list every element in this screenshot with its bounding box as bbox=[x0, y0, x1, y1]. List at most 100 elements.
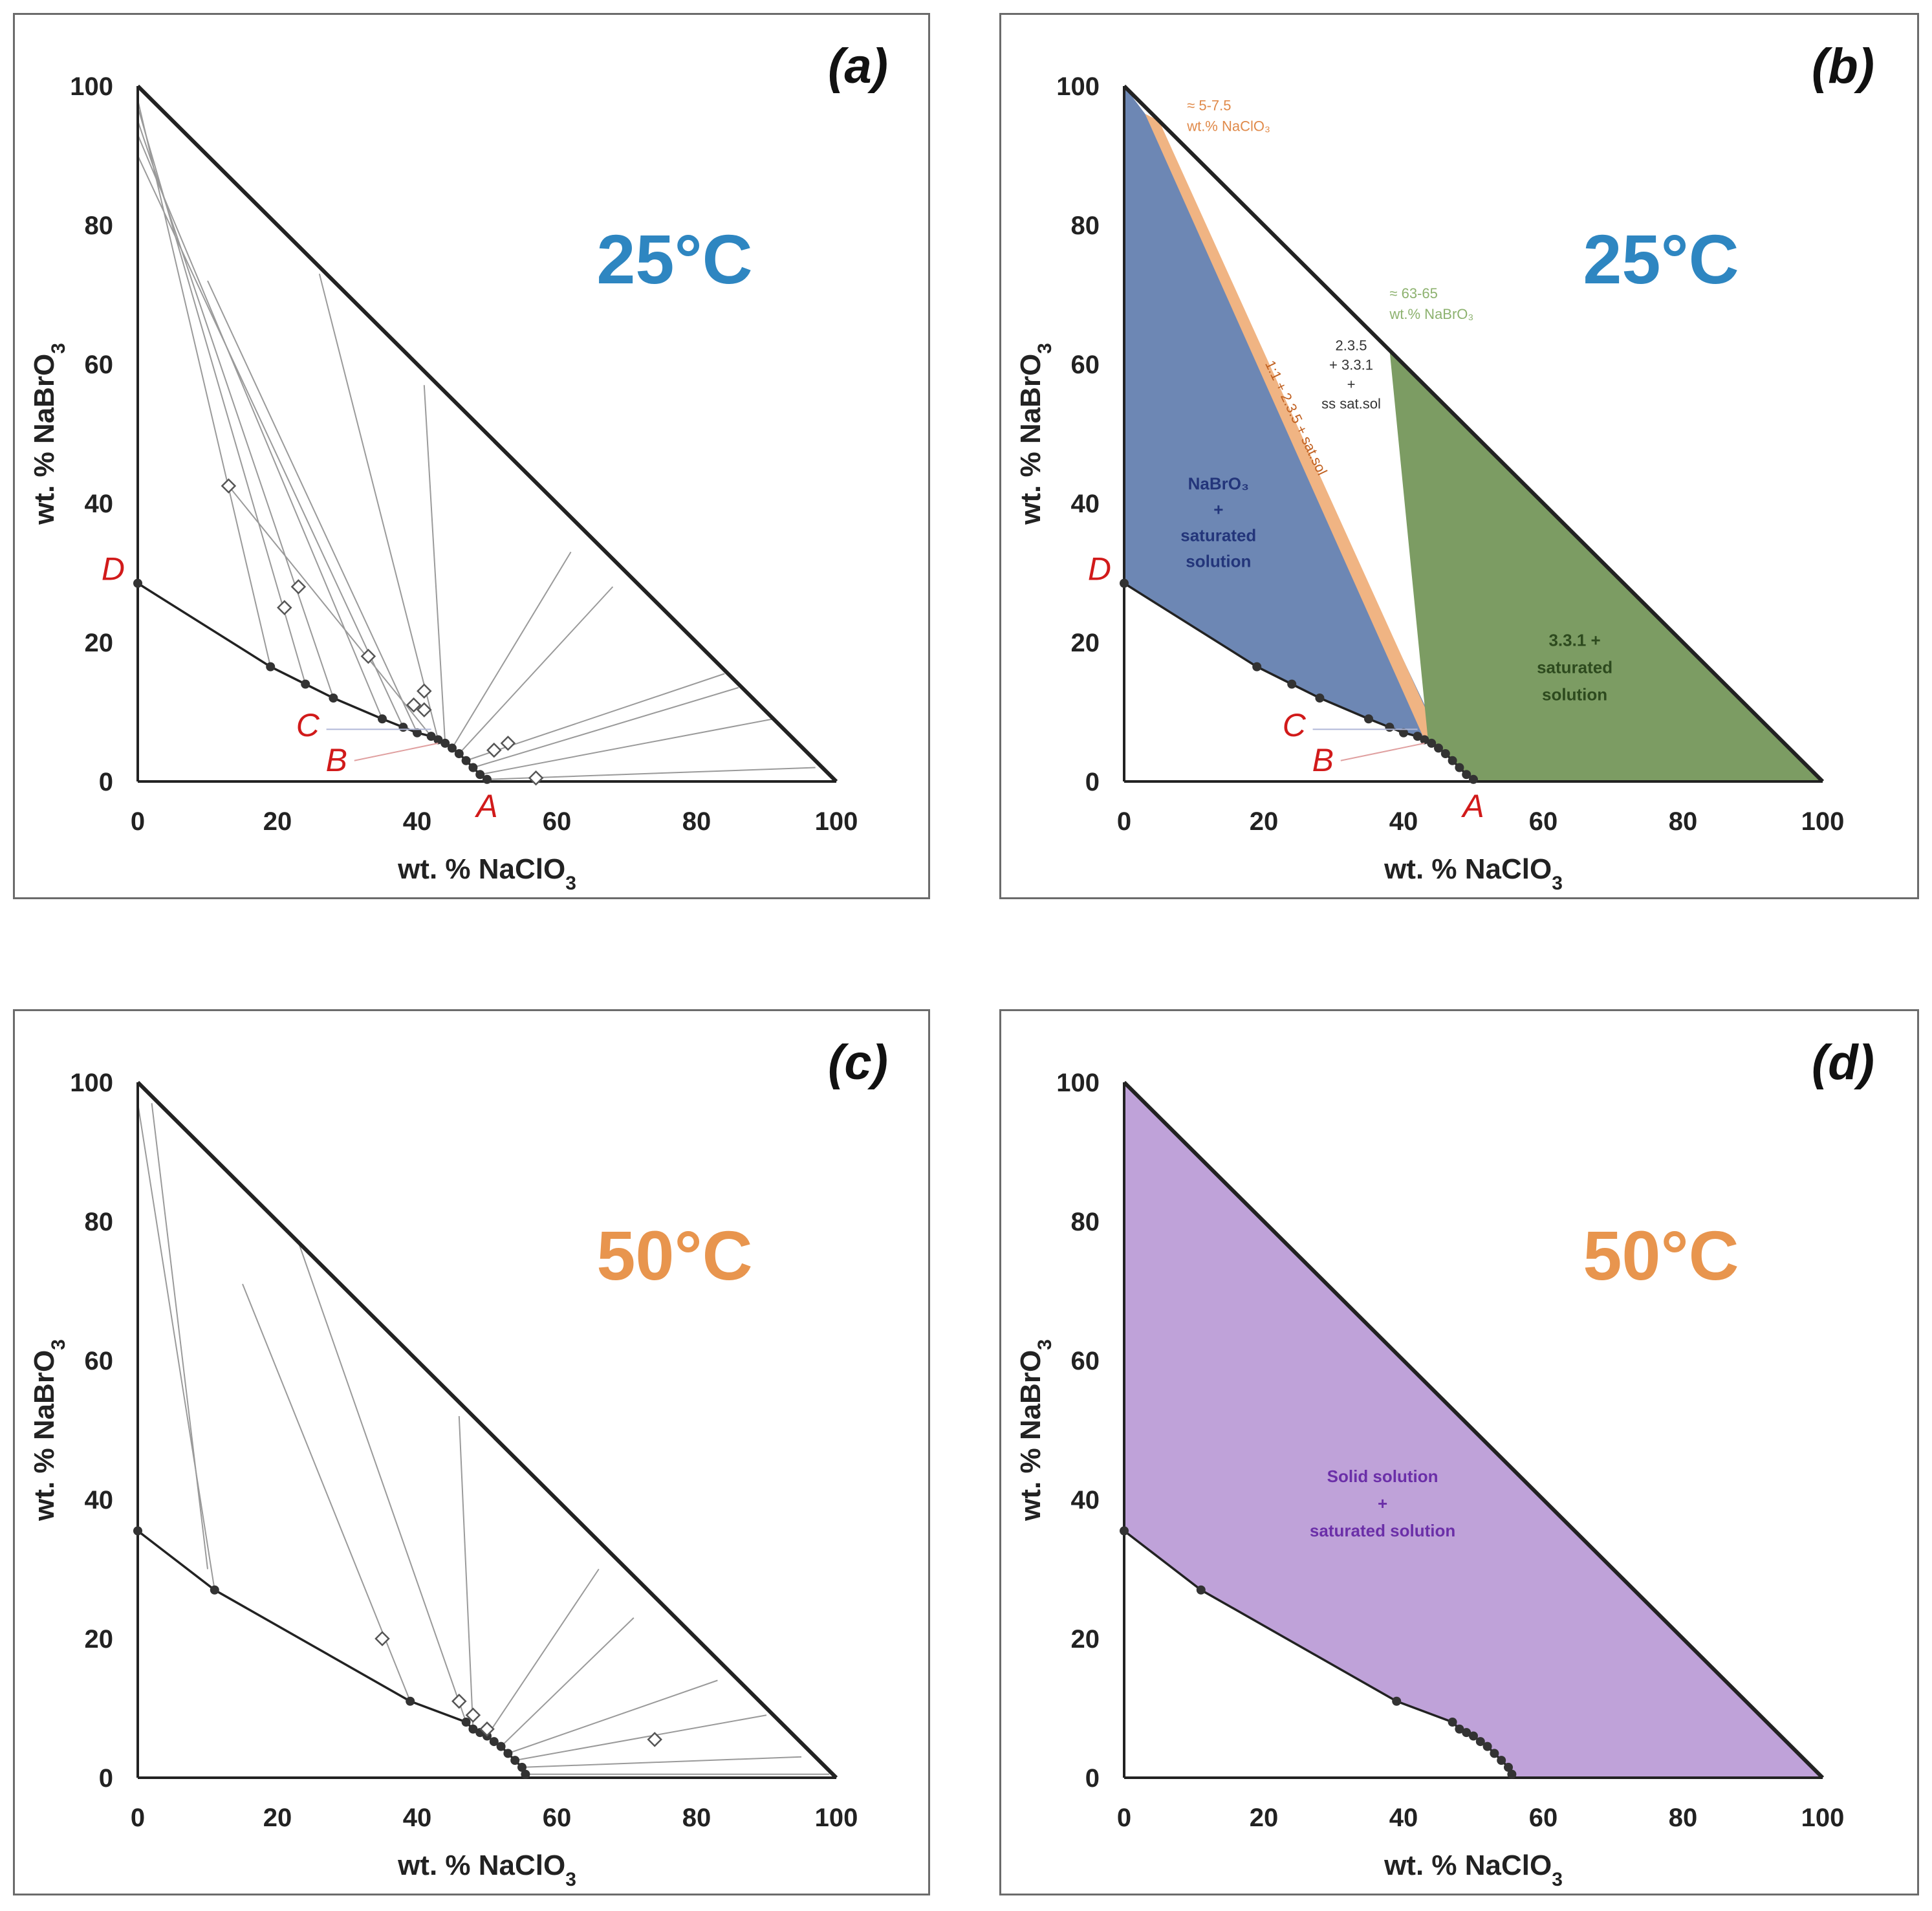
tie-line-6 bbox=[500, 1617, 635, 1747]
tie-line-3 bbox=[298, 1241, 467, 1723]
tie-line-9 bbox=[521, 1756, 802, 1768]
green-note-1: wt.% NaBrO₃ bbox=[1389, 306, 1473, 322]
curve-point-1 bbox=[210, 1585, 219, 1595]
curve-point-8 bbox=[496, 1742, 506, 1751]
x-axis-title-sub: 3 bbox=[1552, 873, 1563, 894]
curve-point-11 bbox=[1504, 1762, 1513, 1772]
panel-label: (c) bbox=[828, 1035, 888, 1090]
y-tick-0: 0 bbox=[1085, 1764, 1100, 1793]
hypotenuse-line bbox=[1122, 1080, 1825, 1780]
curve-point-2 bbox=[301, 679, 310, 689]
wet-residue-3 bbox=[360, 648, 376, 664]
curve-point-4 bbox=[378, 714, 387, 724]
x-tick-60: 60 bbox=[1529, 807, 1558, 836]
wet-residue-3 bbox=[479, 1721, 495, 1737]
b-leader-line bbox=[1340, 742, 1425, 761]
panel-c: 0 20 40 60 80 100 0 20 40 60 80 100 wt. % NaClO3 wt. … bbox=[13, 1009, 930, 1895]
x-tick-0: 0 bbox=[131, 1804, 145, 1832]
curve-point-12 bbox=[1507, 1769, 1517, 1779]
y-tick-100: 100 bbox=[1056, 1069, 1100, 1097]
curve-point-1 bbox=[266, 662, 276, 672]
y-tick-100: 100 bbox=[1056, 72, 1100, 101]
x-tick-100: 100 bbox=[815, 807, 858, 836]
curve-point-7 bbox=[489, 1737, 499, 1747]
wet-residue-7 bbox=[486, 742, 502, 758]
wet-residue-8 bbox=[500, 736, 516, 751]
x-tick-40: 40 bbox=[1389, 1804, 1418, 1832]
curve-point-1 bbox=[1252, 662, 1262, 672]
y-axis-title: wt. % NaBrO3 bbox=[28, 1339, 69, 1522]
point-label-C: C bbox=[1283, 707, 1307, 743]
curve-point-4 bbox=[1364, 714, 1373, 724]
x-tick-20: 20 bbox=[263, 807, 292, 836]
x-tick-0: 0 bbox=[1117, 807, 1131, 836]
x-tick-20: 20 bbox=[1250, 1804, 1279, 1832]
y-axis-title: wt. % NaBrO3 bbox=[1015, 1339, 1056, 1522]
curve-point-4 bbox=[468, 1724, 478, 1734]
y-tick-20: 20 bbox=[85, 1625, 114, 1654]
curve-point-12 bbox=[521, 1769, 530, 1779]
tie-line-4 bbox=[137, 155, 404, 728]
curve-point-10 bbox=[1434, 743, 1443, 753]
curve-point-3 bbox=[329, 693, 338, 703]
tie-line-8 bbox=[515, 1714, 767, 1762]
blue-region-text-2: saturated bbox=[1180, 526, 1256, 545]
curve-point-7 bbox=[426, 732, 436, 741]
tie-line-0 bbox=[137, 1103, 215, 1590]
point-label-D: D bbox=[1088, 551, 1111, 587]
tie-line-3 bbox=[137, 134, 383, 719]
curve-point-13 bbox=[1455, 763, 1464, 772]
tie-line-12 bbox=[473, 686, 739, 769]
temperature-label: 50°C bbox=[1583, 1216, 1739, 1294]
b-leader-line bbox=[354, 742, 439, 761]
panel-d: 0 20 40 60 80 100 0 20 40 60 80 100 wt. % NaClO3 wt. … bbox=[999, 1009, 1919, 1895]
x-axis-title: wt. % NaClO3 bbox=[397, 853, 576, 894]
curve-point-13 bbox=[468, 763, 478, 772]
curve-point-2 bbox=[406, 1696, 415, 1706]
wet-residue-5 bbox=[406, 697, 422, 713]
curve-point-7 bbox=[1413, 732, 1422, 741]
panel-b: 0 20 40 60 80 100 0 20 40 60 80 100 wt. % NaClO3 wt. … bbox=[999, 13, 1919, 899]
wet-residue-4 bbox=[647, 1732, 662, 1747]
x-tick-40: 40 bbox=[1389, 807, 1418, 836]
y-tick-60: 60 bbox=[1071, 1347, 1100, 1375]
curve-point-5 bbox=[398, 723, 408, 732]
tie-line-13 bbox=[480, 718, 774, 776]
curve-point-9 bbox=[440, 738, 450, 748]
wet-residue-2 bbox=[290, 579, 307, 595]
white-region-text-2: + bbox=[1347, 377, 1356, 393]
x-tick-100: 100 bbox=[1801, 807, 1845, 836]
solubility-curve bbox=[137, 582, 488, 781]
y-tick-100: 100 bbox=[70, 1069, 113, 1097]
x-axis-title: wt. % NaClO3 bbox=[397, 1850, 576, 1890]
white-region-text-3: ss sat.sol bbox=[1321, 396, 1381, 412]
panel-label: (b) bbox=[1812, 39, 1874, 94]
curve-point-12 bbox=[1448, 756, 1457, 765]
x-tick-80: 80 bbox=[1669, 807, 1698, 836]
y-axis-title: wt. % NaBrO3 bbox=[1015, 343, 1056, 525]
curve-point-2 bbox=[1392, 1696, 1402, 1706]
wet-residue-9 bbox=[528, 770, 544, 786]
panel-label: (a) bbox=[828, 39, 888, 94]
curve-point-14 bbox=[1462, 770, 1471, 780]
y-tick-60: 60 bbox=[1071, 351, 1100, 379]
curve-point-8 bbox=[1420, 735, 1429, 745]
point-label-B: B bbox=[326, 742, 347, 778]
curve-point-3 bbox=[1448, 1718, 1457, 1727]
y-tick-40: 40 bbox=[1071, 490, 1100, 518]
tie-line-7 bbox=[318, 274, 439, 740]
y-tick-40: 40 bbox=[85, 490, 114, 518]
tie-line-10 bbox=[459, 586, 614, 754]
curve-point-1 bbox=[1196, 1585, 1206, 1595]
x-tick-100: 100 bbox=[815, 1804, 858, 1832]
y-axis-title: wt. % NaBrO3 bbox=[28, 343, 69, 525]
curve-point-0 bbox=[1120, 578, 1129, 588]
hypotenuse-line bbox=[136, 84, 838, 783]
tie-line-0 bbox=[137, 100, 272, 667]
tie-line-9 bbox=[451, 551, 572, 748]
curve-point-4 bbox=[1455, 1724, 1464, 1734]
y-tick-80: 80 bbox=[1071, 1208, 1100, 1236]
x-tick-20: 20 bbox=[1250, 807, 1279, 836]
temperature-label: 25°C bbox=[596, 220, 752, 298]
temperature-label: 25°C bbox=[1583, 220, 1739, 298]
